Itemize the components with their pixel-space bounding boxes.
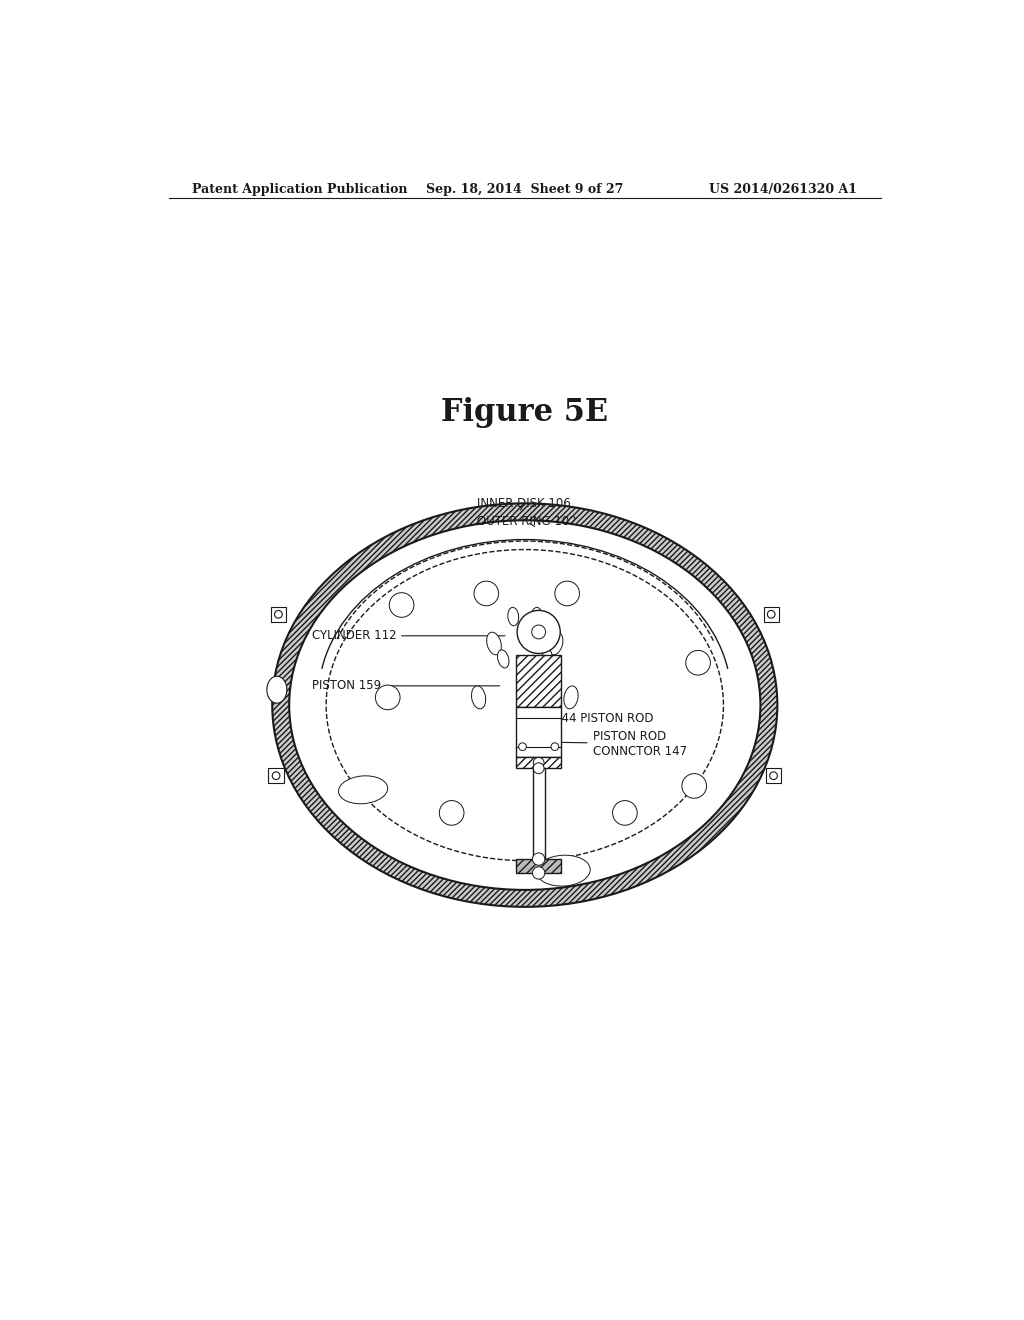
Bar bbox=[516, 859, 561, 873]
Circle shape bbox=[532, 867, 545, 879]
Text: PISTON ROD
CONNCTOR 147: PISTON ROD CONNCTOR 147 bbox=[542, 730, 687, 758]
Circle shape bbox=[551, 743, 559, 751]
Bar bbox=[766, 768, 781, 783]
Ellipse shape bbox=[339, 776, 388, 804]
Ellipse shape bbox=[508, 607, 519, 626]
Ellipse shape bbox=[548, 632, 563, 655]
Ellipse shape bbox=[537, 855, 590, 886]
Circle shape bbox=[612, 800, 637, 825]
Ellipse shape bbox=[272, 503, 777, 907]
Circle shape bbox=[686, 651, 711, 675]
Ellipse shape bbox=[541, 649, 552, 668]
Circle shape bbox=[534, 758, 544, 768]
Circle shape bbox=[518, 743, 526, 751]
Bar bbox=[516, 655, 561, 708]
Circle shape bbox=[274, 610, 283, 618]
Circle shape bbox=[531, 626, 546, 639]
Bar bbox=[268, 768, 284, 783]
Bar bbox=[516, 758, 561, 768]
Circle shape bbox=[770, 772, 777, 780]
Circle shape bbox=[767, 610, 775, 618]
Text: US 2014/0261320 A1: US 2014/0261320 A1 bbox=[710, 183, 857, 197]
Circle shape bbox=[272, 772, 280, 780]
Circle shape bbox=[682, 774, 707, 799]
Ellipse shape bbox=[486, 632, 502, 655]
Text: PISTON 159: PISTON 159 bbox=[311, 680, 500, 693]
Text: 144 PISTON ROD: 144 PISTON ROD bbox=[538, 713, 653, 726]
Circle shape bbox=[439, 800, 464, 825]
Circle shape bbox=[474, 581, 499, 606]
Circle shape bbox=[534, 763, 544, 774]
Circle shape bbox=[532, 853, 545, 866]
Bar bbox=[516, 708, 561, 758]
Ellipse shape bbox=[471, 686, 485, 709]
Text: OUTER RING 102: OUTER RING 102 bbox=[477, 515, 577, 528]
Ellipse shape bbox=[289, 520, 761, 890]
Ellipse shape bbox=[498, 649, 509, 668]
Ellipse shape bbox=[564, 686, 579, 709]
Ellipse shape bbox=[267, 676, 287, 704]
Ellipse shape bbox=[530, 607, 542, 626]
Circle shape bbox=[555, 581, 580, 606]
Text: INNER DISK 106: INNER DISK 106 bbox=[477, 496, 570, 510]
Ellipse shape bbox=[289, 520, 761, 890]
Circle shape bbox=[517, 610, 560, 653]
Bar bbox=[532, 768, 545, 859]
Bar bbox=[270, 607, 286, 622]
Circle shape bbox=[389, 593, 414, 618]
Bar bbox=[764, 607, 779, 622]
Circle shape bbox=[376, 685, 400, 710]
Text: Figure 5E: Figure 5E bbox=[441, 397, 608, 428]
Text: Patent Application Publication: Patent Application Publication bbox=[193, 183, 408, 197]
Text: Sep. 18, 2014  Sheet 9 of 27: Sep. 18, 2014 Sheet 9 of 27 bbox=[426, 183, 624, 197]
Text: CYLINDER 112: CYLINDER 112 bbox=[311, 630, 505, 643]
